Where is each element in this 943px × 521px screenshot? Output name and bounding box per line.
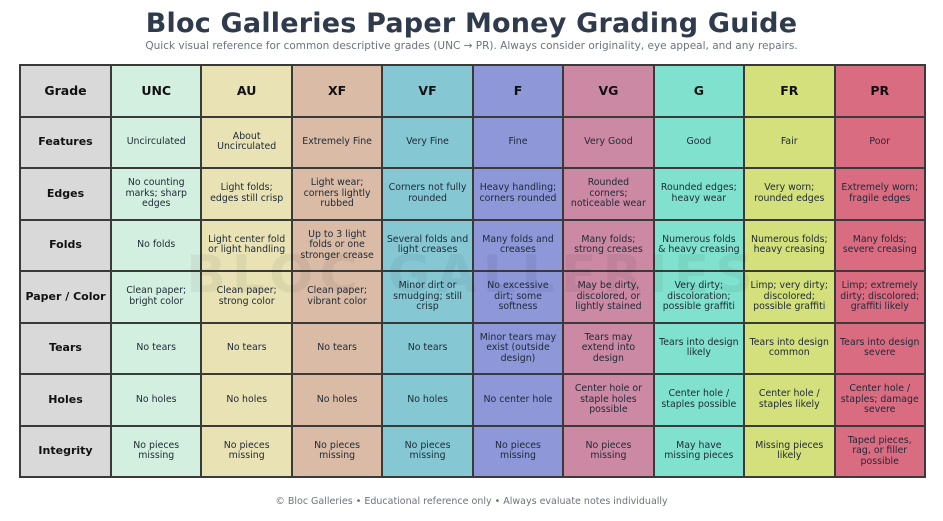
table-cell: Very Good xyxy=(562,115,655,169)
grade-header-unc: UNC xyxy=(109,64,203,118)
table-cell: No holes xyxy=(290,373,384,427)
table-cell: Taped pieces, rag, or filler possible xyxy=(833,424,926,478)
table-cell: Heavy handling; corners rounded xyxy=(471,167,565,221)
table-cell: Extremely worn; fragile edges xyxy=(833,167,926,221)
table-cell: Fine xyxy=(471,115,565,169)
table-cell: No tears xyxy=(381,321,474,375)
table-cell: Uncirculated xyxy=(109,115,203,169)
row-label: Paper / Color xyxy=(19,270,112,324)
row-label: Integrity xyxy=(19,424,112,478)
table-cell: No pieces missing xyxy=(200,424,293,478)
grade-header-au: AU xyxy=(200,64,293,118)
table-cell: Very worn; rounded edges xyxy=(743,167,836,221)
grade-header-fr: FR xyxy=(743,64,836,118)
table-cell: No excessive dirt; some softness xyxy=(471,270,565,324)
table-cell: No pieces missing xyxy=(381,424,474,478)
table-header-row: Grade UNC AU XF VF F VG G FR PR xyxy=(19,64,926,118)
table-cell: Extremely Fine xyxy=(290,115,384,169)
table-row: Folds No folds Light center fold or light … xyxy=(19,218,926,272)
table-cell: Many folds; strong creases xyxy=(562,218,655,272)
table-cell: Clean paper; vibrant color xyxy=(290,270,384,324)
table-cell: Limp; extremely dirty; discolored; graff… xyxy=(833,270,926,324)
row-label: Folds xyxy=(19,218,112,272)
grade-header-g: G xyxy=(652,64,746,118)
page-title: Bloc Galleries Paper Money Grading Guide xyxy=(145,8,798,39)
table-row: Edges No counting marks; sharp edges Light… xyxy=(19,167,926,221)
table-cell: Limp; very dirty; discolored; possible g… xyxy=(743,270,836,324)
table-row: Paper / Color Clean paper; bright color Cl… xyxy=(19,270,926,324)
table-cell: Corners not fully rounded xyxy=(381,167,474,221)
table-row: Tears No tears No tears No tears No tears Min… xyxy=(19,321,926,375)
table-cell: Good xyxy=(652,115,746,169)
grading-table: Grade UNC AU XF VF F VG G FR PR Features Uncircul… xyxy=(19,64,926,478)
table-cell: No center hole xyxy=(471,373,565,427)
table-cell: No pieces missing xyxy=(290,424,384,478)
table-cell: Many folds; severe creasing xyxy=(833,218,926,272)
table-cell: Center hole / staples; damage severe xyxy=(833,373,926,427)
table-row: Holes No holes No holes No holes No holes No … xyxy=(19,373,926,427)
footer-note: © Bloc Galleries • Educational reference… xyxy=(275,496,668,507)
table-cell: Rounded corners; noticeable wear xyxy=(562,167,655,221)
grade-header-vg: VG xyxy=(562,64,655,118)
table-row: Features Uncirculated About Uncirculated Ex… xyxy=(19,115,926,169)
table-cell: Many folds and creases xyxy=(471,218,565,272)
table-cell: Poor xyxy=(833,115,926,169)
table-cell: No pieces missing xyxy=(562,424,655,478)
table-cell: No holes xyxy=(381,373,474,427)
table-cell: No holes xyxy=(109,373,203,427)
table-row: Integrity No pieces missing No pieces miss… xyxy=(19,424,926,478)
table-cell: Light wear; corners lightly rubbed xyxy=(290,167,384,221)
table-cell: No tears xyxy=(200,321,293,375)
table-cell: No holes xyxy=(200,373,293,427)
table-cell: May be dirty, discolored, or lightly sta… xyxy=(562,270,655,324)
table-cell: May have missing pieces xyxy=(652,424,746,478)
table-cell: Several folds and light creases xyxy=(381,218,474,272)
table-cell: Clean paper; bright color xyxy=(109,270,203,324)
table-cell: Tears into design common xyxy=(743,321,836,375)
table-cell: No tears xyxy=(109,321,203,375)
table-cell: Missing pieces likely xyxy=(743,424,836,478)
grade-header-f: F xyxy=(471,64,565,118)
row-label: Features xyxy=(19,115,112,169)
table-cell: No pieces missing xyxy=(471,424,565,478)
table-cell: No tears xyxy=(290,321,384,375)
table-cell: Light center fold or light handling xyxy=(200,218,293,272)
grade-header-xf: XF xyxy=(290,64,384,118)
row-label: Holes xyxy=(19,373,112,427)
table-cell: No folds xyxy=(109,218,203,272)
table-cell: No counting marks; sharp edges xyxy=(109,167,203,221)
table-cell: Very Fine xyxy=(381,115,474,169)
table-cell: Tears into design severe xyxy=(833,321,926,375)
table-cell: Minor dirt or smudging; still crisp xyxy=(381,270,474,324)
table-cell: Tears into design likely xyxy=(652,321,746,375)
table-cell: No pieces missing xyxy=(109,424,203,478)
corner-header: Grade xyxy=(19,64,112,118)
table-cell: Rounded edges; heavy wear xyxy=(652,167,746,221)
grade-header-vf: VF xyxy=(381,64,474,118)
table-cell: Numerous folds & heavy creasing xyxy=(652,218,746,272)
table-cell: Light folds; edges still crisp xyxy=(200,167,293,221)
row-label: Tears xyxy=(19,321,112,375)
table-cell: Up to 3 light folds or one stronger crea… xyxy=(290,218,384,272)
grade-header-pr: PR xyxy=(833,64,926,118)
page-subtitle: Quick visual reference for common descri… xyxy=(145,40,798,52)
table-cell: Numerous folds; heavy creasing xyxy=(743,218,836,272)
table-cell: About Uncirculated xyxy=(200,115,293,169)
table-cell: Center hole / staples possible xyxy=(652,373,746,427)
table-cell: Clean paper; strong color xyxy=(200,270,293,324)
table-cell: Fair xyxy=(743,115,836,169)
row-label: Edges xyxy=(19,167,112,221)
table-cell: Minor tears may exist (outside design) xyxy=(471,321,565,375)
table-cell: Tears may extend into design xyxy=(562,321,655,375)
grading-table-container: Grade UNC AU XF VF F VG G FR PR Features Uncircul… xyxy=(19,64,926,478)
table-cell: Center hole / staples likely xyxy=(743,373,836,427)
table-cell: Center hole or staple holes possible xyxy=(562,373,655,427)
table-cell: Very dirty; discoloration; possible graf… xyxy=(652,270,746,324)
